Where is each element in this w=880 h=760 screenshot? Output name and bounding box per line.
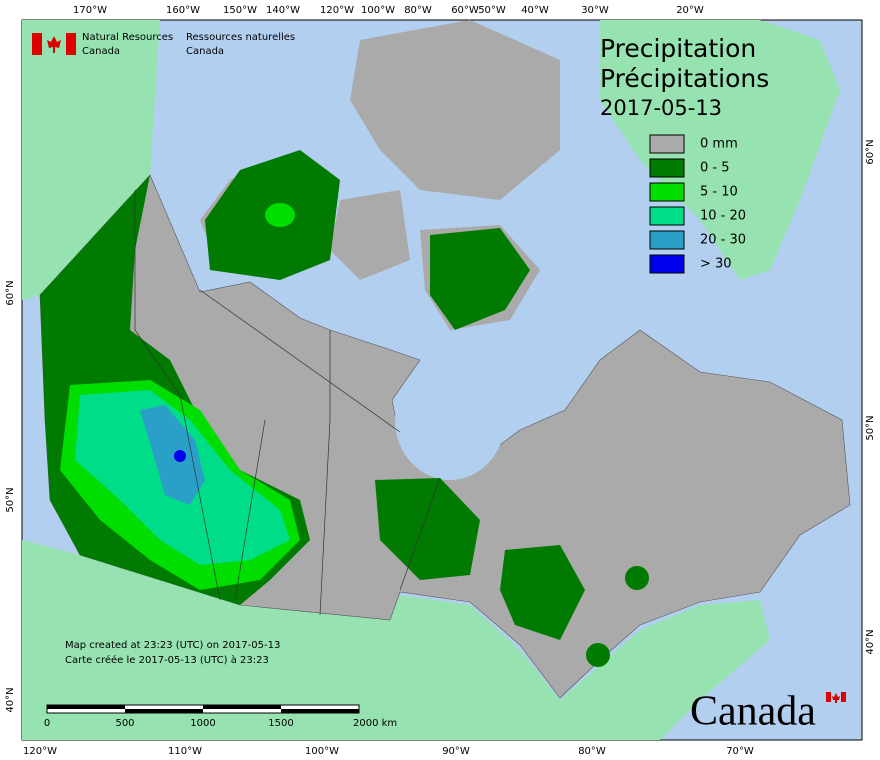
legend-swatch xyxy=(649,158,685,178)
legend-swatch xyxy=(649,134,685,154)
precip-0-5 xyxy=(625,566,649,590)
longitude-label: 140°W xyxy=(266,5,300,16)
scale-segment xyxy=(281,709,359,713)
org-name: Canada xyxy=(82,46,120,57)
latitude-label: 60°N xyxy=(865,139,876,164)
legend-swatch xyxy=(649,230,685,250)
alaska xyxy=(22,20,160,300)
legend: 0 mm 0 - 5 5 - 10 10 - 20 20 - 30 > 30 xyxy=(649,134,746,274)
legend-label: 5 - 10 xyxy=(700,185,738,200)
latitude-label: 50°N xyxy=(5,487,16,512)
scale-label: 1500 xyxy=(268,718,293,729)
maple-leaf xyxy=(47,36,61,53)
precip-0-5 xyxy=(375,478,480,580)
island xyxy=(330,190,410,280)
scale-bar: 0 500 1000 1500 2000 km xyxy=(44,704,397,729)
scale-label: 1000 xyxy=(190,718,215,729)
longitude-label: 100°W xyxy=(305,746,339,757)
graticule: 170°W 160°W 150°W 140°W 120°W 100°W 80°W 60°W 50… xyxy=(5,5,876,757)
legend-swatch xyxy=(649,182,685,202)
united-states xyxy=(22,540,770,740)
longitude-label: 60°W xyxy=(451,5,479,16)
scale-segment xyxy=(125,709,203,713)
legend-label: 0 mm xyxy=(700,137,738,152)
longitude-label: 70°W xyxy=(726,746,754,757)
longitude-label: 80°W xyxy=(404,5,432,16)
footer-note: Map created at 23:23 (UTC) on 2017-05-13 xyxy=(65,640,280,651)
longitude-label: 80°W xyxy=(578,746,606,757)
precip-over-30 xyxy=(174,450,186,462)
flag-bar xyxy=(826,692,831,702)
nrcan-logo: Natural Resources Canada Ressources natu… xyxy=(32,32,295,57)
date: 2017-05-13 xyxy=(600,96,722,120)
scale-label: 2000 km xyxy=(353,718,397,729)
longitude-label: 30°W xyxy=(581,5,609,16)
legend-label: > 30 xyxy=(700,257,732,272)
legend-label: 0 - 5 xyxy=(700,161,730,176)
scale-label: 500 xyxy=(115,718,134,729)
footer-note: Carte créée le 2017-05-13 (UTC) à 23:23 xyxy=(65,654,269,666)
precip-5-10 xyxy=(265,203,295,227)
org-name: Ressources naturelles xyxy=(186,32,295,43)
latitude-label: 50°N xyxy=(865,415,876,440)
org-name: Canada xyxy=(186,46,224,57)
legend-label: 10 - 20 xyxy=(700,209,746,224)
flag-bar xyxy=(841,692,846,702)
legend-swatch xyxy=(649,254,685,274)
hudson-bay xyxy=(395,360,505,480)
maple-leaf xyxy=(832,693,840,703)
precip-0-5 xyxy=(586,643,610,667)
longitude-label: 50°W xyxy=(478,5,506,16)
title-en: Precipitation xyxy=(600,34,756,63)
title-fr: Précipitations xyxy=(600,64,769,93)
scale-segment xyxy=(47,705,125,709)
flag-bar xyxy=(66,33,76,55)
precip-0-5 xyxy=(430,228,530,330)
longitude-label: 150°W xyxy=(223,5,257,16)
scale-label: 0 xyxy=(44,718,50,729)
latitude-label: 60°N xyxy=(5,280,16,305)
precip-0-5 xyxy=(500,545,585,640)
greenland xyxy=(600,20,840,280)
latitude-label: 40°N xyxy=(865,629,876,654)
longitude-label: 20°W xyxy=(676,5,704,16)
border xyxy=(134,190,441,616)
flag-bar xyxy=(32,33,42,55)
longitude-label: 40°W xyxy=(521,5,549,16)
org-name: Natural Resources xyxy=(82,32,173,43)
longitude-label: 110°W xyxy=(168,746,202,757)
legend-swatch xyxy=(649,206,685,226)
precip-20-30 xyxy=(140,405,205,505)
longitude-label: 120°W xyxy=(23,746,57,757)
longitude-label: 120°W xyxy=(320,5,354,16)
island xyxy=(350,20,560,200)
latitude-label: 40°N xyxy=(5,687,16,712)
longitude-label: 90°W xyxy=(442,746,470,757)
wordmark: Canada xyxy=(690,689,816,735)
wordmark-flag xyxy=(826,692,846,703)
scale-segment xyxy=(203,705,281,709)
longitude-label: 170°W xyxy=(73,5,107,16)
map xyxy=(21,19,863,741)
longitude-label: 160°W xyxy=(166,5,200,16)
longitude-label: 100°W xyxy=(361,5,395,16)
legend-label: 20 - 30 xyxy=(700,233,746,248)
